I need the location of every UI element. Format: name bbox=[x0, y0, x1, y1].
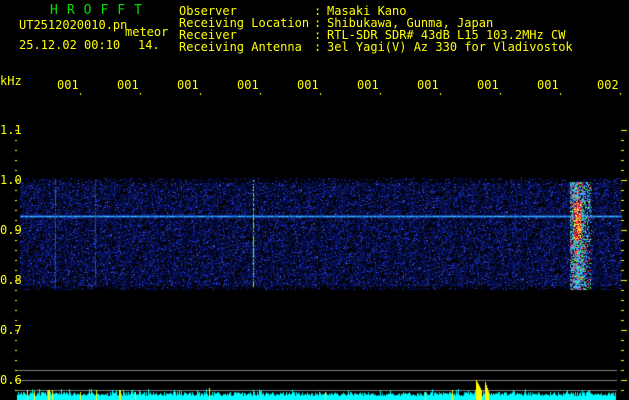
time-axis-label: 0020 bbox=[597, 78, 619, 92]
field-colon: : bbox=[314, 28, 322, 42]
software-title: HROFFT bbox=[50, 3, 151, 18]
field-value: Masaki Kano bbox=[327, 4, 407, 18]
y-axis-label: 0.9 bbox=[0, 223, 22, 237]
field-colon: : bbox=[314, 40, 322, 54]
field-colon: : bbox=[314, 16, 322, 30]
field-value: RTL-SDR SDR# 43dB L15 103.2MHz CW bbox=[327, 28, 566, 42]
y-axis-label: 1.1 bbox=[0, 123, 22, 137]
field-label: Observer bbox=[179, 4, 237, 18]
time-axis-label: 0014 bbox=[237, 78, 259, 92]
field-value: Shibukawa, Gunma, Japan bbox=[327, 16, 494, 30]
time-axis-label: 0012 bbox=[117, 78, 139, 92]
field-label: Receiving Location bbox=[179, 16, 310, 30]
y-axis-label: 1.0 bbox=[0, 173, 22, 187]
time-axis-label: 0019 bbox=[537, 78, 559, 92]
time-axis-label: 0015 bbox=[297, 78, 319, 92]
mode-label: meteor bbox=[125, 25, 169, 39]
datetime: 25.12.02 00:10 bbox=[19, 38, 121, 52]
y-axis-label: 0.6 bbox=[0, 373, 22, 387]
time-axis-label: 0011 bbox=[57, 78, 79, 92]
time-axis-label: 0018 bbox=[477, 78, 499, 92]
field-label: Receiving Antenna bbox=[179, 40, 302, 54]
y-axis-label: 0.8 bbox=[0, 273, 22, 287]
field-label: Receiver bbox=[179, 28, 237, 42]
time-axis-label: 0013 bbox=[177, 78, 199, 92]
time-axis-label: 0016 bbox=[357, 78, 379, 92]
unit-label: kHz bbox=[0, 74, 22, 88]
field-colon: : bbox=[314, 4, 322, 18]
count: 14. bbox=[138, 38, 160, 52]
filename: UT2512020010.pn bbox=[19, 18, 128, 32]
time-axis-label: 0017 bbox=[417, 78, 439, 92]
field-value: 3el Yagi(V) Az 330 for Vladivostok bbox=[327, 40, 573, 54]
y-axis-label: 0.7 bbox=[0, 323, 22, 337]
